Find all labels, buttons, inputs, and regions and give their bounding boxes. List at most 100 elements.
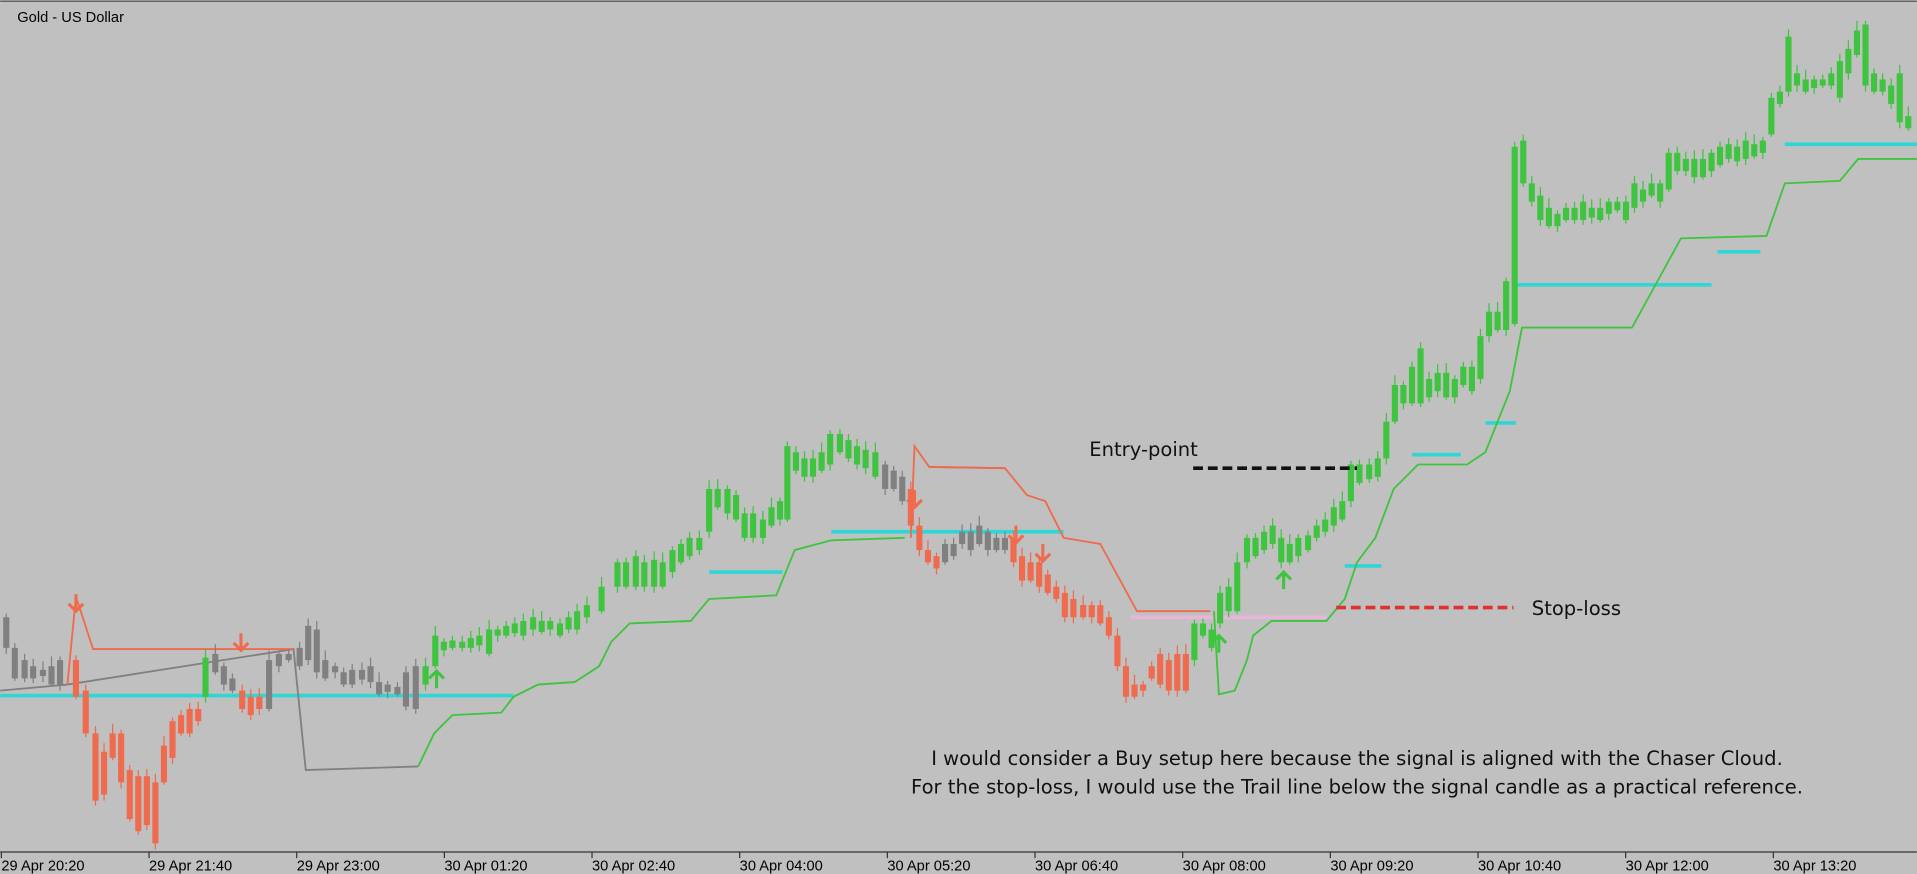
candle-body (1460, 366, 1467, 386)
candle-body (285, 653, 292, 661)
candle-body (574, 611, 581, 630)
sell-arrow (232, 633, 250, 653)
candle-body (1725, 144, 1732, 159)
candle-body (1682, 158, 1689, 172)
time-label: 30 Apr 08:00 (1183, 858, 1266, 874)
candle-body (530, 617, 537, 630)
candle-body (1588, 207, 1595, 218)
candle-body (632, 556, 639, 587)
candle-body (907, 488, 914, 526)
candle-body (1751, 144, 1758, 157)
candle-body (1888, 85, 1895, 104)
candle-body (1347, 464, 1354, 502)
candle-body (916, 525, 923, 551)
candle-body (467, 638, 474, 648)
candle-body (1105, 617, 1112, 636)
candle-body (1408, 366, 1416, 404)
candles (3, 20, 1912, 850)
candle-body (1759, 140, 1766, 153)
candle-body (1122, 666, 1130, 697)
candle-body (1520, 140, 1527, 184)
candle-body (92, 733, 99, 801)
candle-body (1053, 586, 1060, 599)
candle-body (784, 446, 791, 520)
candle-body (1225, 586, 1232, 612)
candle-body (503, 625, 510, 636)
candle-body (229, 678, 236, 691)
candle-body (1313, 525, 1320, 538)
candle-body (598, 586, 605, 612)
candle-body (801, 458, 808, 477)
candle-body (1088, 605, 1095, 618)
candle-body (1356, 464, 1363, 483)
candle-body (565, 617, 572, 630)
candle-body (750, 513, 757, 538)
time-label: 30 Apr 10:40 (1478, 858, 1561, 874)
trail-bear (909, 443, 1211, 613)
candle-body (1793, 73, 1801, 86)
candle-body (247, 696, 254, 716)
candle-body (1061, 592, 1068, 618)
candle-body (494, 629, 501, 636)
candle-body (1243, 537, 1251, 563)
note-line: For the stop-loss, I would use the Trail… (911, 775, 1803, 798)
candle-body (1708, 152, 1715, 172)
candle-body (109, 733, 116, 758)
candle-body (340, 672, 347, 685)
candle-body (1836, 61, 1843, 98)
candle-body (1443, 372, 1450, 398)
candle-body (933, 556, 940, 569)
candle-body (614, 562, 621, 587)
candle-body (1234, 562, 1241, 612)
candle-body (322, 660, 329, 679)
candle-body (924, 550, 931, 563)
candle-body (195, 708, 202, 722)
signal-arrows (67, 490, 1293, 689)
candle-body (959, 531, 966, 544)
candle-body (256, 696, 263, 709)
time-label: 30 Apr 04:00 (740, 858, 823, 874)
candle-body (1278, 537, 1285, 563)
candle-body (583, 605, 590, 618)
candle-body (1286, 543, 1293, 563)
candle-body (1768, 97, 1775, 135)
candle-body (950, 543, 957, 557)
candle-body (1131, 684, 1138, 697)
candle-body (732, 495, 740, 520)
candle-body (1802, 79, 1809, 92)
candle-body (659, 562, 666, 587)
candle-body (212, 653, 219, 673)
candle-body (1545, 207, 1552, 227)
candle-body (836, 433, 843, 453)
candle-body (1148, 666, 1155, 679)
buy-arrow (428, 668, 445, 689)
candle-body (669, 550, 676, 573)
candle-body (1811, 79, 1818, 89)
candle-body (143, 776, 150, 826)
candle-body (1036, 562, 1043, 587)
candle-body (56, 660, 64, 685)
symbol-title: Gold - US Dollar (17, 10, 124, 26)
candle-body (1657, 183, 1664, 202)
candle-body (1853, 30, 1861, 56)
candle-body (1383, 421, 1390, 459)
candle-body (622, 562, 630, 587)
trail-lines (0, 157, 1917, 772)
note-line: I would consider a Buy setup here becaus… (931, 747, 1783, 770)
candle-body (239, 690, 246, 709)
candle-body (1905, 116, 1912, 129)
candle-body (1217, 592, 1224, 624)
candle-body (169, 721, 176, 758)
candle-body (1879, 79, 1886, 92)
time-label: 29 Apr 21:40 (149, 858, 232, 874)
candle-body (220, 666, 227, 685)
candle-body (1027, 562, 1034, 581)
candle-body (1140, 684, 1147, 691)
time-label: 30 Apr 09:20 (1330, 858, 1413, 874)
candle-body (1871, 73, 1878, 92)
time-label: 30 Apr 01:20 (444, 858, 527, 874)
candle-body (1503, 281, 1510, 331)
trail-bear (66, 596, 294, 685)
